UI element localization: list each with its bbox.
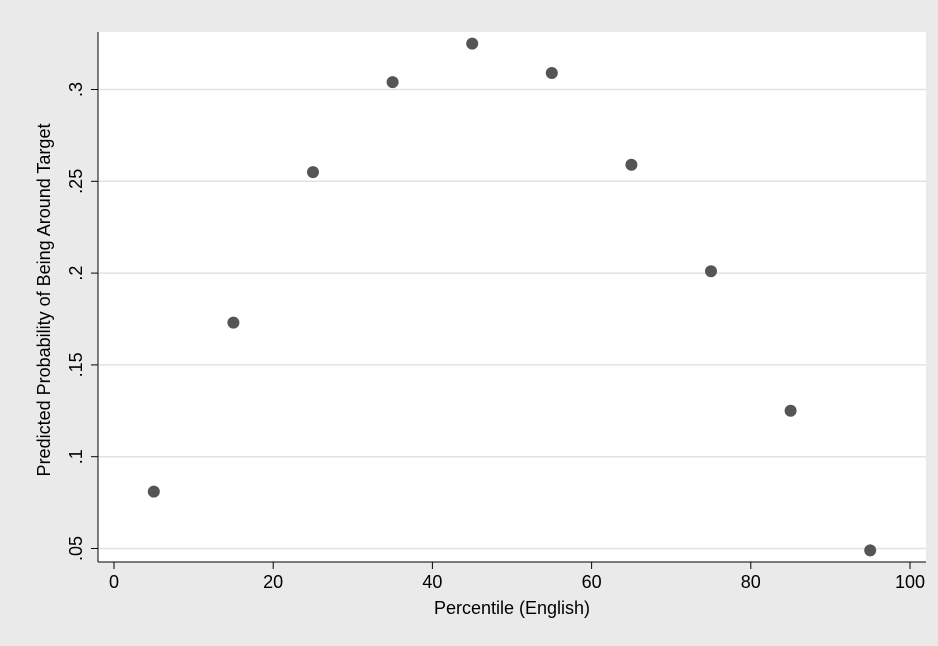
- y-tick-label: .15: [66, 352, 86, 377]
- data-point: [307, 166, 319, 179]
- data-point: [705, 265, 717, 278]
- y-ticks: .05 .1 .15 .2 .25 .3: [66, 82, 98, 561]
- data-point: [147, 485, 160, 498]
- plot-area: [98, 32, 926, 562]
- x-tick-label: 0: [109, 572, 119, 592]
- data-point: [466, 37, 479, 50]
- axes: [97, 32, 926, 563]
- data-point: [864, 544, 877, 557]
- x-tick-label: 60: [582, 572, 602, 592]
- x-tick-label: 20: [263, 572, 283, 592]
- gridlines: [99, 88, 926, 550]
- y-tick-label: .1: [66, 449, 86, 464]
- data-point: [625, 158, 638, 171]
- y-tick-label: .25: [66, 169, 86, 194]
- y-tick-label: .3: [66, 82, 86, 97]
- x-tick-label: 40: [422, 572, 442, 592]
- data-point: [784, 404, 797, 417]
- x-axis-label: Percentile (English): [434, 598, 590, 618]
- data-point: [545, 66, 558, 79]
- x-ticks: 0 20 40 60 80 100: [109, 562, 925, 592]
- y-axis-label: Predicted Probability of Being Around Ta…: [34, 124, 54, 477]
- y-tick-label: .2: [66, 266, 86, 281]
- data-points: [147, 37, 877, 557]
- data-point: [386, 76, 399, 89]
- x-tick-label: 100: [895, 572, 925, 592]
- y-tick-label: .05: [66, 536, 86, 561]
- x-tick-label: 80: [741, 572, 761, 592]
- data-point: [227, 316, 240, 329]
